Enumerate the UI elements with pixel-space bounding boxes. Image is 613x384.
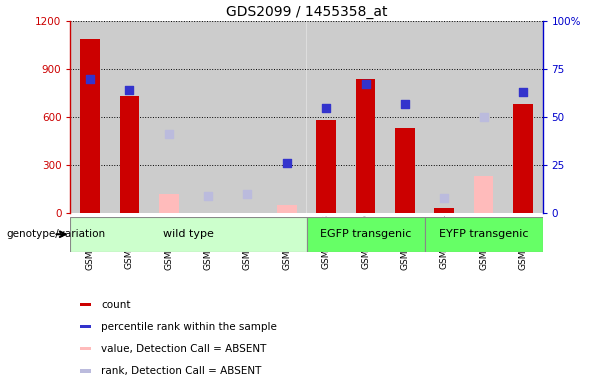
Text: percentile rank within the sample: percentile rank within the sample <box>101 322 277 332</box>
Bar <box>513 104 533 213</box>
Point <box>321 104 331 111</box>
Bar <box>346 21 385 213</box>
Bar <box>80 369 91 372</box>
Bar <box>306 21 346 213</box>
Bar <box>316 120 336 213</box>
Bar <box>80 303 91 306</box>
Point <box>360 81 370 88</box>
Point <box>124 87 134 93</box>
Text: value, Detection Call = ABSENT: value, Detection Call = ABSENT <box>101 344 267 354</box>
Bar <box>80 347 91 351</box>
Point <box>85 76 95 82</box>
Point <box>440 195 449 201</box>
Bar <box>70 217 306 252</box>
Text: rank, Detection Call = ABSENT: rank, Detection Call = ABSENT <box>101 366 262 376</box>
Bar <box>277 205 297 213</box>
Bar <box>120 96 139 213</box>
Text: EGFP transgenic: EGFP transgenic <box>320 229 411 239</box>
Point <box>518 89 528 95</box>
Bar <box>424 21 464 213</box>
Title: GDS2099 / 1455358_at: GDS2099 / 1455358_at <box>226 5 387 19</box>
Bar <box>159 194 178 213</box>
Point <box>204 193 213 199</box>
Bar <box>80 325 91 328</box>
Bar <box>395 128 414 213</box>
Bar <box>474 176 493 213</box>
Text: count: count <box>101 300 131 310</box>
Point <box>400 101 409 107</box>
Bar <box>385 21 424 213</box>
Bar <box>464 21 503 213</box>
Bar <box>228 21 267 213</box>
Bar <box>424 217 543 252</box>
Bar <box>435 208 454 213</box>
Bar <box>503 21 543 213</box>
Bar <box>189 21 228 213</box>
Text: EYFP transgenic: EYFP transgenic <box>439 229 528 239</box>
Bar <box>70 21 110 213</box>
Point <box>282 160 292 166</box>
Bar <box>149 21 189 213</box>
Point <box>479 114 489 120</box>
Text: wild type: wild type <box>163 229 214 239</box>
Bar <box>356 79 375 213</box>
Bar <box>306 217 424 252</box>
Point <box>164 131 173 137</box>
Bar <box>80 39 100 213</box>
Point <box>243 191 253 197</box>
Bar <box>267 21 306 213</box>
Text: genotype/variation: genotype/variation <box>6 229 105 239</box>
Bar <box>110 21 149 213</box>
